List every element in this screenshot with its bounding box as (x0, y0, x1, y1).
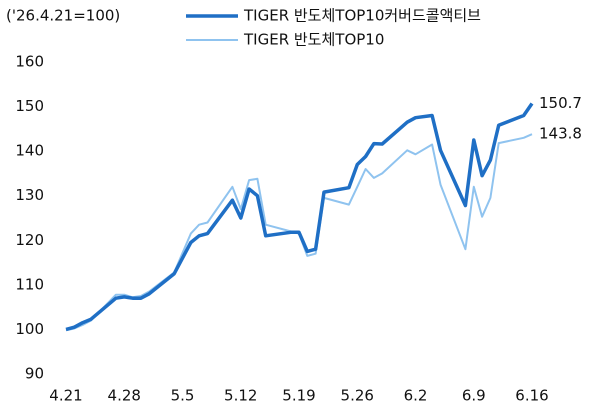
y-tick-label: 90 (25, 365, 44, 383)
end-label: 150.7 (539, 94, 582, 112)
end-label: 143.8 (539, 125, 582, 143)
y-tick-label: 140 (15, 142, 44, 160)
x-tick-label: 4.21 (49, 387, 82, 405)
legend-label: TIGER 반도체TOP10커버드콜액티브 (243, 7, 481, 25)
y-tick-label: 100 (15, 320, 44, 338)
x-tick-label: 5.19 (282, 387, 315, 405)
x-tick-label: 6.9 (462, 387, 486, 405)
y-tick-label: 160 (15, 53, 44, 71)
subtitle: ('26.4.21=100) (6, 7, 120, 25)
x-tick-label: 6.2 (404, 387, 428, 405)
y-tick-label: 120 (15, 231, 44, 249)
y-tick-label: 110 (15, 275, 44, 293)
x-tick-label: 5.12 (224, 387, 257, 405)
y-tick-label: 150 (15, 97, 44, 115)
y-tick-label: 130 (15, 186, 44, 204)
x-tick-label: 6.16 (515, 387, 548, 405)
x-tick-label: 5.5 (171, 387, 195, 405)
x-tick-label: 4.28 (108, 387, 141, 405)
x-tick-label: 5.26 (341, 387, 374, 405)
legend-label: TIGER 반도체TOP10 (243, 31, 384, 49)
series-line (65, 102, 534, 332)
